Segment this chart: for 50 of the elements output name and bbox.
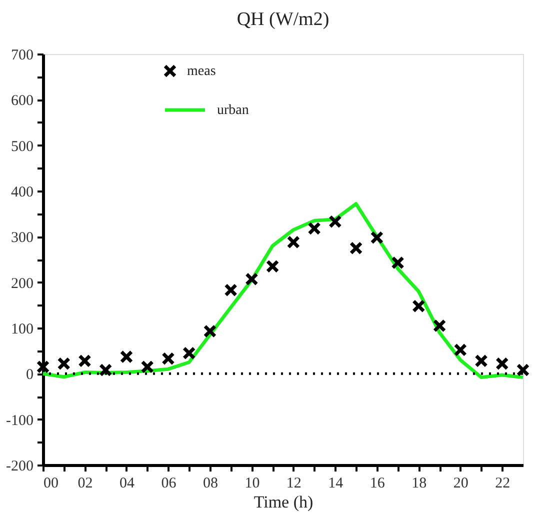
point (433, 320, 446, 332)
y-tick-label: 500 (11, 138, 34, 155)
x-tick-label: 22 (495, 476, 510, 492)
point (287, 236, 300, 248)
x-tick-label: 14 (328, 476, 344, 492)
point (496, 357, 508, 370)
legend-label: urban (217, 103, 249, 118)
x-tick-label: 12 (286, 476, 302, 492)
x-tick-label: 06 (161, 476, 177, 492)
x-tick-label: 08 (202, 476, 218, 492)
x-tick-label: 00 (44, 476, 58, 492)
y-tick-label: 100 (11, 322, 34, 338)
point (308, 222, 320, 235)
y-tick-label: 0 (26, 367, 34, 384)
point (412, 300, 425, 312)
point (246, 273, 258, 286)
point (99, 364, 112, 376)
point (78, 354, 91, 368)
point (475, 354, 488, 368)
x-tick-label: 18 (412, 476, 427, 492)
x-axis-title: Time (h) (254, 492, 314, 512)
point (182, 346, 196, 360)
legend-label: meas (187, 64, 216, 79)
point (454, 344, 467, 356)
y-tick-label: 400 (11, 184, 34, 200)
chart-title: QH (W/m2) (236, 9, 330, 30)
x-tick-label: 04 (119, 476, 135, 492)
y-tick-label: 300 (11, 230, 34, 246)
x-tick-label: 16 (370, 476, 386, 492)
point (350, 242, 362, 254)
point (329, 215, 342, 228)
point (266, 260, 279, 272)
point (141, 360, 154, 373)
point (370, 231, 384, 244)
x-tick-label: 10 (244, 476, 260, 492)
x-tick-label: 02 (78, 476, 93, 492)
y-tick-label: 700 (11, 48, 34, 64)
y-tick-label: -200 (6, 458, 34, 474)
point (516, 364, 530, 376)
point (120, 350, 133, 363)
x-tick-label: 20 (453, 476, 468, 492)
point (36, 360, 50, 373)
point (224, 284, 237, 296)
y-tick-label: -100 (6, 412, 34, 429)
point (392, 256, 404, 269)
point (162, 352, 174, 365)
y-tick-label: 600 (11, 93, 34, 110)
point (204, 325, 216, 338)
point (58, 357, 70, 370)
y-tick-label: 200 (11, 276, 34, 292)
